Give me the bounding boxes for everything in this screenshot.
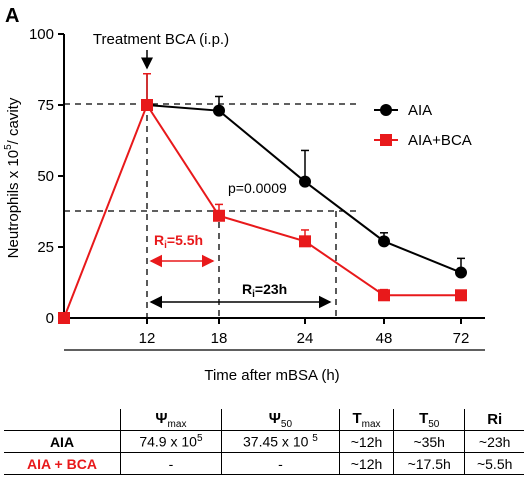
y-ticks: 0 25 50 75 100 xyxy=(29,26,64,327)
table-cell: - xyxy=(120,452,222,475)
table-cell: ~23h xyxy=(464,430,524,453)
row-label-aia-bca: AIA + BCA xyxy=(4,452,121,475)
table-cell: ~12h xyxy=(338,430,395,453)
data-point-aia-bca xyxy=(455,289,467,302)
data-point-aia-bca xyxy=(58,312,70,324)
x-axis-label: Time after mBSA (h) xyxy=(204,367,339,384)
table-cell: 74.9 x 105 xyxy=(120,430,222,453)
summary-table: Ψmax Ψ50 Tmax T50 Ri AIA 74.9 x 105 37.4… xyxy=(4,409,524,475)
neutrophil-chart: A 0 25 50 75 100 12 18 24 48 72 Neutrophils x 10… xyxy=(3,5,485,384)
header-psi-max: Ψmax xyxy=(120,409,222,431)
header-t-50: T50 xyxy=(393,409,466,431)
row-label-aia: AIA xyxy=(4,430,121,453)
table-cell: ~12h xyxy=(338,452,395,475)
data-point-aia xyxy=(299,175,311,188)
table-cell: 37.45 x 10 5 xyxy=(220,430,340,453)
legend: AIA AIA+BCA xyxy=(374,102,472,149)
header-psi-50: Ψ50 xyxy=(220,409,340,431)
guide-lines xyxy=(64,103,361,318)
y-tick-label: 0 xyxy=(46,310,54,327)
series-layer xyxy=(58,73,467,324)
ri-red-label: Ri=5.5h xyxy=(154,232,203,251)
data-point-aia xyxy=(455,266,467,279)
table-cell: ~5.5h xyxy=(464,452,524,475)
x-tick-label: 18 xyxy=(211,330,228,347)
table-header-row: Ψmax Ψ50 Tmax T50 Ri xyxy=(4,409,524,431)
p-value-annotation: p=0.0009 xyxy=(228,180,287,196)
data-point-aia-bca xyxy=(299,235,311,248)
legend-aia-marker xyxy=(380,104,392,116)
data-point-aia-bca xyxy=(141,99,153,111)
y-axis-label: Neutrophils x 105/ cavity xyxy=(3,97,22,258)
x-tick-label: 24 xyxy=(297,330,314,347)
legend-bca-label: AIA+BCA xyxy=(408,132,472,149)
series-line-aia-bca xyxy=(63,102,461,319)
table-cell: ~35h xyxy=(393,430,466,453)
data-point-aia xyxy=(378,235,390,248)
data-point-aia-bca xyxy=(378,289,390,302)
ri-black-label: Ri=23h xyxy=(242,281,287,300)
table-cell: ~17.5h xyxy=(393,452,466,475)
table-row: AIA + BCA - - ~12h ~17.5h ~5.5h xyxy=(4,452,524,475)
y-tick-label: 75 xyxy=(37,97,54,114)
y-tick-label: 25 xyxy=(37,239,54,256)
legend-aia-label: AIA xyxy=(408,102,432,119)
x-tick-label: 48 xyxy=(376,330,393,347)
table-corner xyxy=(4,409,121,431)
x-ticks: 12 18 24 48 72 xyxy=(139,318,470,347)
panel-label: A xyxy=(5,5,19,27)
x-tick-label: 72 xyxy=(453,330,470,347)
table-row: AIA 74.9 x 105 37.45 x 10 5 ~12h ~35h ~2… xyxy=(4,430,524,453)
data-point-aia xyxy=(213,104,225,117)
header-ri: Ri xyxy=(464,409,524,431)
header-t-max: Tmax xyxy=(338,409,395,431)
x-tick-label: 12 xyxy=(139,330,156,347)
legend-bca-marker xyxy=(380,134,392,146)
table-cell: - xyxy=(220,452,340,475)
y-tick-label: 50 xyxy=(37,168,54,185)
treatment-annotation: Treatment BCA (i.p.) xyxy=(93,31,229,48)
y-tick-label: 100 xyxy=(29,26,54,43)
data-point-aia-bca xyxy=(213,209,225,222)
